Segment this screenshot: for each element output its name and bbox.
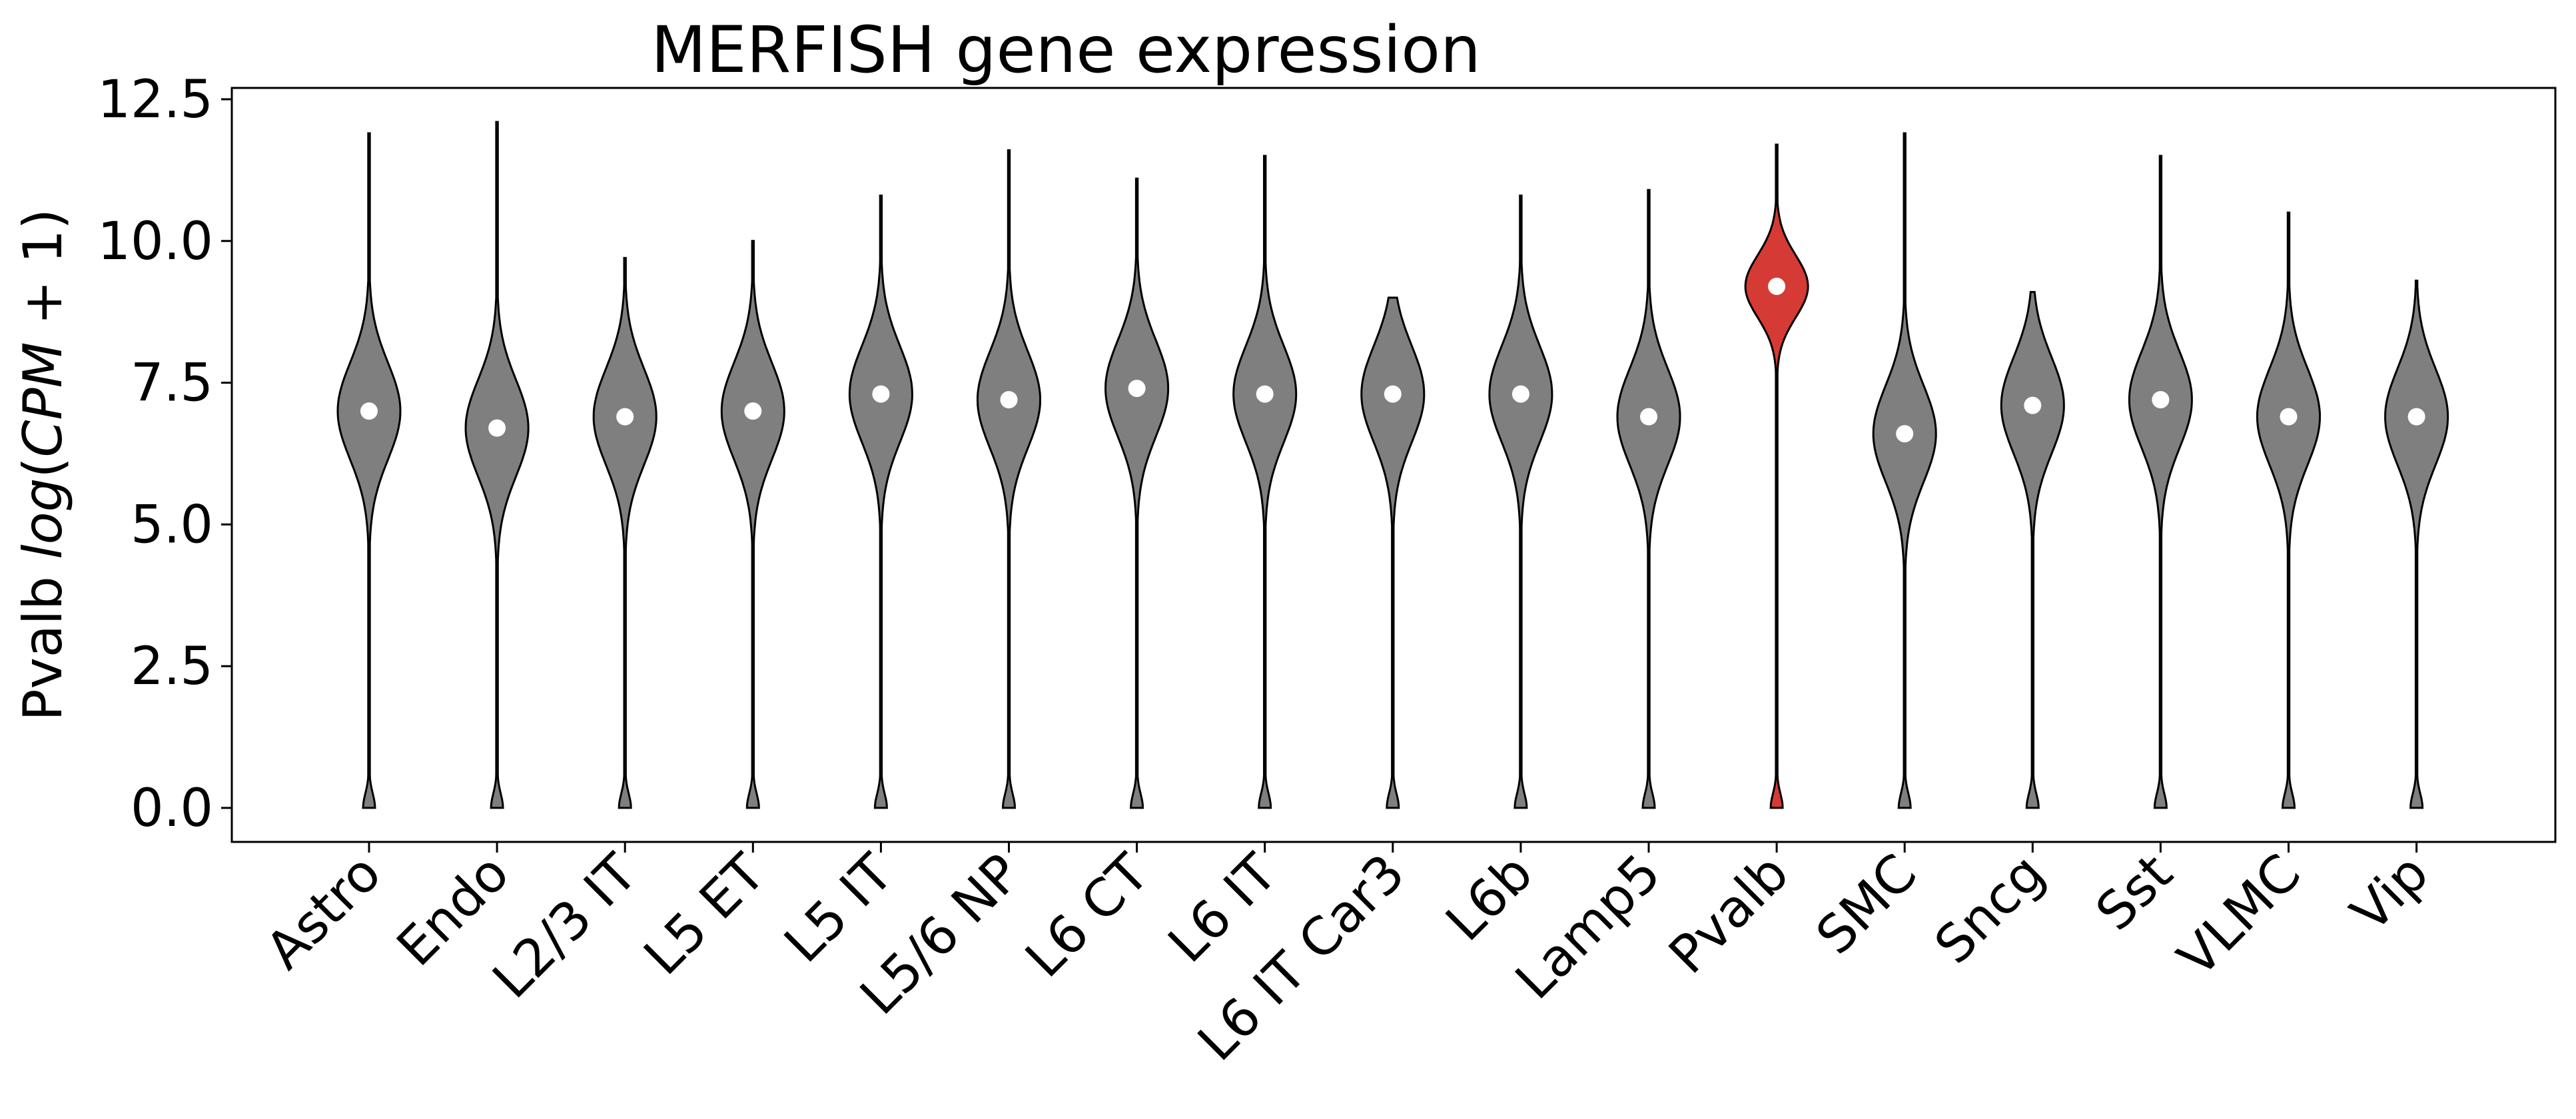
- median-point: [872, 385, 890, 403]
- y-axis-label: Pvalb log(CPM + 1): [12, 208, 74, 721]
- violin-astro: [336, 132, 402, 809]
- median-point: [2407, 408, 2425, 426]
- median-point: [1768, 277, 1786, 295]
- violin-l5-it: [848, 194, 913, 809]
- violin-endo: [464, 121, 530, 809]
- median-point: [2280, 408, 2298, 426]
- violin-sst: [2128, 155, 2193, 809]
- y-axis-label-cpm: CPM: [12, 342, 74, 457]
- violin-l5-et: [720, 240, 785, 809]
- x-tick-label: L6 CT: [1015, 843, 1160, 989]
- x-tick-label: Sncg: [1924, 843, 2056, 976]
- median-point: [1256, 385, 1274, 403]
- x-tick-label: Vip: [2340, 843, 2440, 943]
- y-axis-label-prefix: Pvalb: [12, 560, 74, 721]
- y-tick-label: 5.0: [131, 495, 213, 555]
- median-point: [1000, 391, 1018, 409]
- median-point: [1128, 380, 1146, 398]
- violin-l5-6-np: [977, 149, 1041, 809]
- median-point: [2024, 396, 2042, 414]
- chart-title: MERFISH gene expression: [651, 13, 1481, 87]
- violin-vip: [2384, 279, 2449, 809]
- x-tick-label: Pvalb: [1658, 843, 1801, 986]
- median-point: [360, 402, 378, 420]
- y-axis-label-suffix: + 1): [12, 208, 74, 342]
- violin-lamp5: [1616, 188, 1681, 809]
- x-tick-label: Astro: [254, 843, 392, 981]
- y-tick-label: 10.0: [97, 212, 213, 272]
- violin-pvalb: [1744, 143, 1809, 809]
- violins-group: [336, 121, 2449, 809]
- x-tick-label: VLMC: [2167, 843, 2312, 988]
- y-tick-label: 12.5: [97, 70, 213, 130]
- x-tick-label: L5 ET: [633, 843, 777, 987]
- violin-vlmc: [2256, 211, 2321, 809]
- y-tick-label: 0.0: [131, 779, 213, 839]
- median-point: [488, 419, 506, 437]
- y-axis-label-paren: (: [12, 457, 74, 478]
- x-tick-label: SMC: [1805, 843, 1929, 966]
- y-axis-label-log: log: [12, 478, 74, 560]
- median-point: [1640, 408, 1657, 426]
- median-point: [616, 408, 634, 426]
- violin-l6b: [1488, 194, 1553, 809]
- x-tick-label: L2/3 IT: [482, 843, 649, 1010]
- median-point: [744, 402, 762, 420]
- x-tick-label: Sst: [2085, 843, 2184, 942]
- y-axis: 0.0 2.5 5.0 7.5 10.0 12.5: [97, 70, 232, 839]
- median-point: [1896, 425, 1914, 443]
- median-point: [2152, 391, 2170, 409]
- y-tick-label: 7.5: [131, 354, 213, 414]
- median-point: [1511, 385, 1529, 403]
- violin-l6-it: [1232, 155, 1298, 809]
- violin-l6-ct: [1104, 177, 1170, 809]
- plot-area: [230, 87, 2557, 843]
- x-tick-label: L6b: [1435, 843, 1544, 952]
- violin-l2-3-it: [592, 256, 657, 809]
- x-tick-label: Lamp5: [1504, 843, 1672, 1011]
- violin-smc: [1872, 132, 1937, 809]
- y-tick-label: 2.5: [131, 637, 213, 697]
- median-point: [1384, 385, 1402, 403]
- violin-sncg: [2000, 290, 2065, 809]
- violin-l6-it-car3: [1360, 296, 1426, 809]
